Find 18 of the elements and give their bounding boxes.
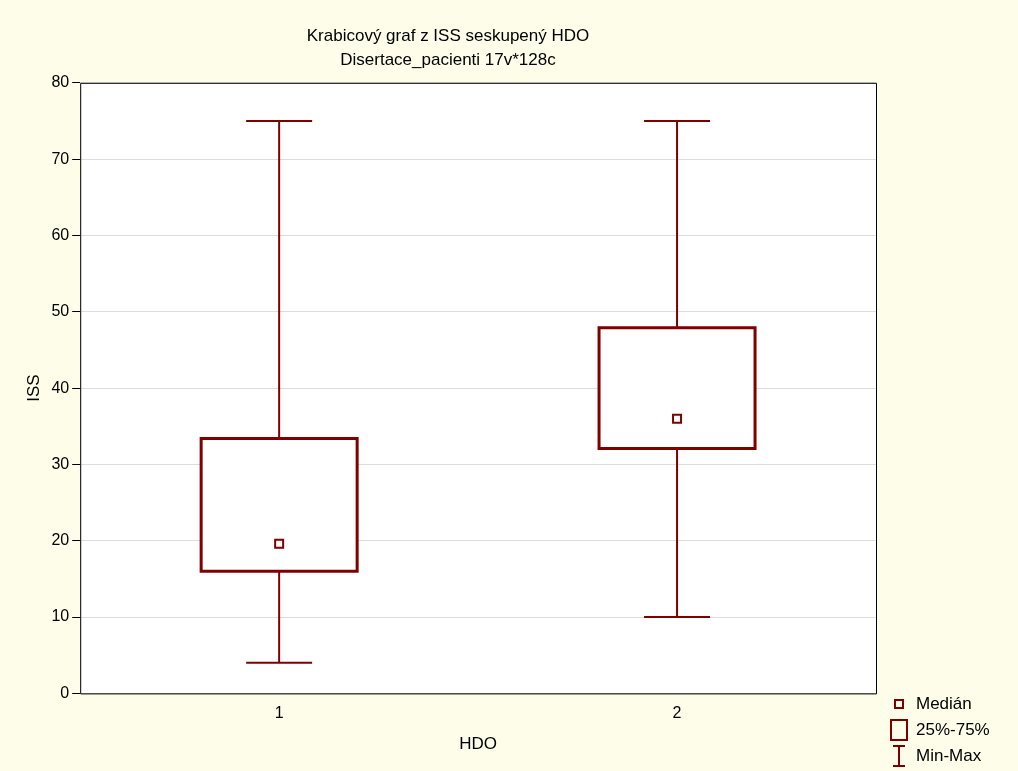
y-tick-label: 30 <box>51 454 70 472</box>
y-tick-label: 60 <box>51 225 70 243</box>
chart-title: Krabicový graf z ISS seskupený HDO <box>306 25 590 45</box>
text: Min-Max <box>916 746 982 766</box>
y-tick-label: 50 <box>51 302 70 320</box>
y-tick-label: 40 <box>51 378 70 396</box>
y-tick-label: 20 <box>51 531 70 549</box>
text: Medián <box>916 694 972 714</box>
y-tick-label: 0 <box>60 683 70 701</box>
chart-subtitle: Disertace_pacienti 17v*128c <box>340 50 557 70</box>
y-tick-label: 10 <box>51 607 70 625</box>
text: 25%-75% <box>916 720 990 740</box>
y-tick-label: 70 <box>51 149 70 167</box>
y-tick-label: 80 <box>51 73 70 91</box>
x-tick-label: 2 <box>672 704 682 722</box>
x-tick-label: 1 <box>274 704 284 722</box>
y-axis-title: ISS <box>23 374 43 402</box>
x-axis-title: HDO <box>459 734 497 754</box>
